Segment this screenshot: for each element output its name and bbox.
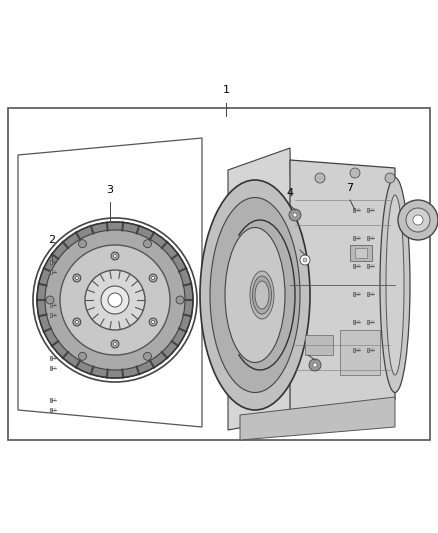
Text: 5: 5 <box>297 233 304 243</box>
Bar <box>50 398 52 402</box>
Text: 6: 6 <box>304 338 311 348</box>
Text: 1: 1 <box>223 85 230 95</box>
Circle shape <box>75 320 78 324</box>
Ellipse shape <box>386 195 404 375</box>
Circle shape <box>108 293 122 307</box>
Circle shape <box>111 340 119 348</box>
Bar <box>367 348 369 352</box>
Bar <box>367 236 369 240</box>
Ellipse shape <box>255 281 269 309</box>
Ellipse shape <box>380 177 410 392</box>
Circle shape <box>46 296 54 304</box>
Bar <box>50 270 52 274</box>
Circle shape <box>78 240 86 248</box>
Bar <box>367 320 369 324</box>
Text: 7: 7 <box>346 183 353 193</box>
Bar <box>50 313 52 317</box>
Polygon shape <box>290 160 395 418</box>
Ellipse shape <box>225 228 285 362</box>
Bar <box>353 264 355 268</box>
Bar <box>50 366 52 370</box>
Bar <box>50 260 52 264</box>
Bar <box>353 348 355 352</box>
Polygon shape <box>240 397 395 440</box>
Circle shape <box>101 286 129 314</box>
Circle shape <box>303 258 307 262</box>
Circle shape <box>152 320 155 324</box>
Circle shape <box>113 343 117 345</box>
Circle shape <box>113 254 117 257</box>
Text: 2: 2 <box>49 235 56 245</box>
Circle shape <box>350 168 360 178</box>
Ellipse shape <box>252 276 272 314</box>
Bar <box>340 330 380 375</box>
Bar <box>305 335 333 355</box>
Bar <box>50 303 52 307</box>
Circle shape <box>406 208 430 232</box>
Circle shape <box>293 213 297 217</box>
Bar <box>367 264 369 268</box>
Bar <box>350 245 372 261</box>
Bar <box>367 208 369 212</box>
Bar <box>353 208 355 212</box>
Bar <box>50 408 52 412</box>
Circle shape <box>73 274 81 282</box>
Bar <box>8 108 430 440</box>
Bar <box>367 292 369 296</box>
Circle shape <box>313 363 317 367</box>
Bar <box>355 248 367 258</box>
Ellipse shape <box>210 198 300 392</box>
Circle shape <box>413 215 423 225</box>
Circle shape <box>149 318 157 326</box>
Circle shape <box>149 274 157 282</box>
Circle shape <box>152 277 155 279</box>
Circle shape <box>45 230 185 370</box>
Bar <box>353 292 355 296</box>
Circle shape <box>37 222 193 378</box>
Circle shape <box>289 209 301 221</box>
Circle shape <box>111 252 119 260</box>
Circle shape <box>300 255 310 265</box>
Circle shape <box>75 277 78 279</box>
Circle shape <box>309 359 321 371</box>
Ellipse shape <box>250 271 274 319</box>
Bar <box>353 236 355 240</box>
Polygon shape <box>228 148 295 430</box>
Circle shape <box>176 296 184 304</box>
Text: 4: 4 <box>286 188 293 198</box>
Bar <box>50 356 52 360</box>
Ellipse shape <box>200 180 310 410</box>
Text: 3: 3 <box>106 185 113 195</box>
Circle shape <box>144 240 152 248</box>
Circle shape <box>85 270 145 330</box>
Circle shape <box>73 318 81 326</box>
Polygon shape <box>18 138 202 427</box>
Circle shape <box>398 200 438 240</box>
Circle shape <box>78 352 86 360</box>
Circle shape <box>144 352 152 360</box>
Circle shape <box>60 245 170 355</box>
Bar <box>353 320 355 324</box>
Circle shape <box>385 173 395 183</box>
Circle shape <box>315 173 325 183</box>
